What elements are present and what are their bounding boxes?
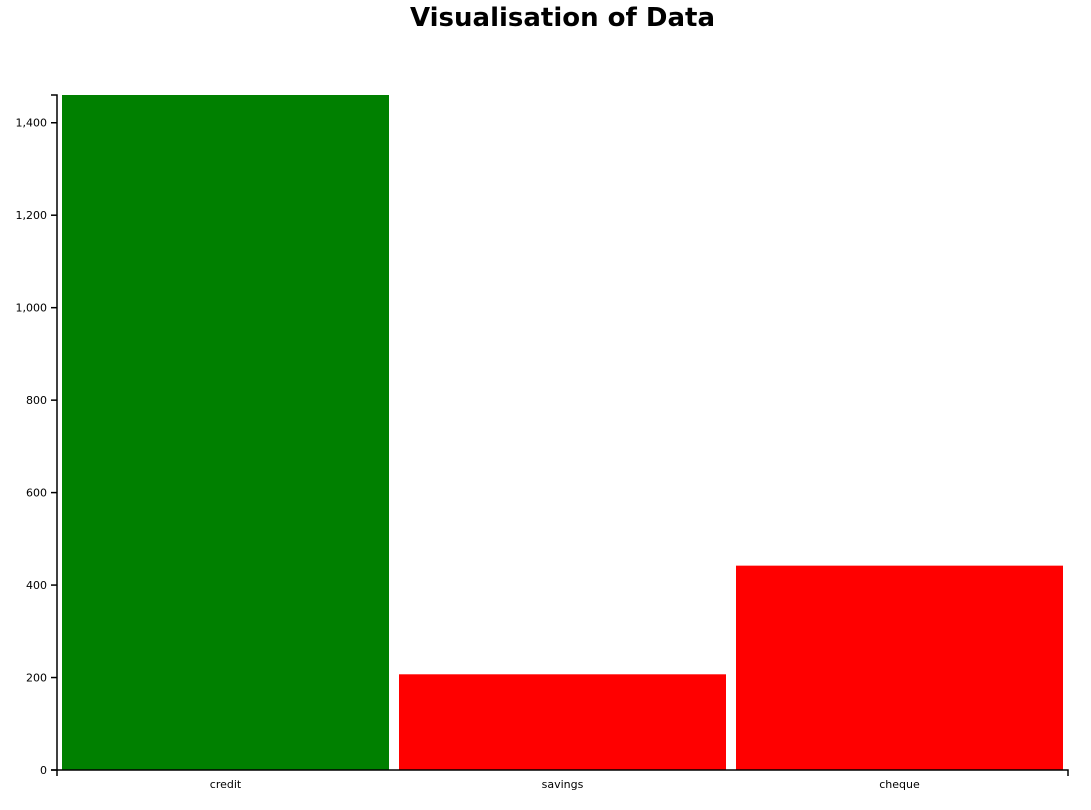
y-tick-label: 1,000: [16, 302, 48, 315]
bar-savings: [399, 674, 726, 770]
bar-credit: [62, 95, 389, 770]
x-axis: credit savings cheque: [56, 769, 1069, 791]
y-tick-label: 0: [40, 764, 47, 777]
y-axis-line: [51, 94, 58, 771]
y-axis: 0 200 400 600 800 1,000 1,200 1,400: [16, 94, 58, 777]
x-axis-line: [56, 769, 1069, 776]
y-tick-label: 600: [26, 487, 47, 500]
y-tick-label: 800: [26, 394, 47, 407]
y-tick-label: 1,200: [16, 209, 48, 222]
x-tick-label: cheque: [879, 778, 920, 791]
x-tick-label: savings: [542, 778, 584, 791]
x-tick-label: credit: [210, 778, 242, 791]
chart-title: Visualisation of Data: [409, 3, 716, 33]
bars-layer: [62, 95, 1063, 770]
y-tick-label: 200: [26, 672, 47, 685]
bar-cheque: [736, 565, 1063, 770]
y-tick-label: 1,400: [16, 117, 48, 130]
y-tick-label: 400: [26, 579, 47, 592]
